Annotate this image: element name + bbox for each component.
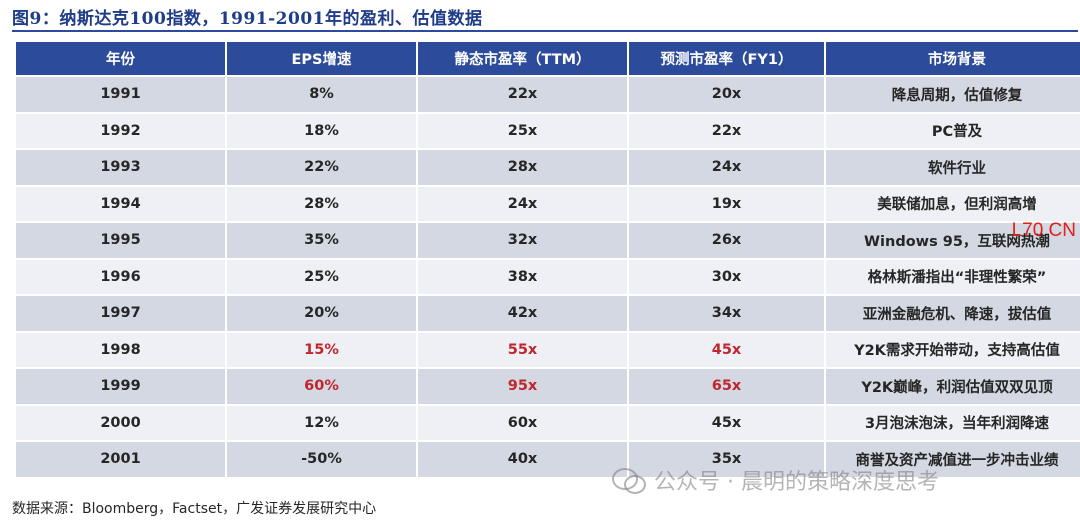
cell-background: 3月泡沫泡沫，当年利润降速 <box>826 405 1080 440</box>
cell-fy1: 34x <box>629 296 824 331</box>
cell-eps: 20% <box>227 296 416 331</box>
cell-fy1: 19x <box>629 186 824 221</box>
cell-fy1: 20x <box>629 77 824 112</box>
ticker-overlay: L70 CN <box>1011 220 1076 241</box>
title-divider <box>12 30 1078 32</box>
cell-year: 1992 <box>16 113 225 148</box>
cell-eps: 28% <box>227 186 416 221</box>
cell-ttm: 32x <box>418 223 627 258</box>
cell-fy1: 26x <box>629 223 824 258</box>
cell-eps: 35% <box>227 223 416 258</box>
cell-fy1: 24x <box>629 150 824 185</box>
table-row: 1999 60% 95x 65x Y2K巅峰，利润估值双双见顶 <box>16 369 1080 404</box>
cell-ttm-highlight: 95x <box>418 369 627 404</box>
cell-fy1-highlight: 65x <box>629 369 824 404</box>
cell-background: 降息周期，估值修复 <box>826 77 1080 112</box>
cell-ttm: 40x <box>418 442 627 477</box>
cell-fy1: 45x <box>629 405 824 440</box>
cell-fy1: 30x <box>629 259 824 294</box>
cell-fy1-highlight: 45x <box>629 332 824 367</box>
cell-year: 1993 <box>16 150 225 185</box>
cell-background: 商誉及资产减值进一步冲击业绩 <box>826 442 1080 477</box>
cell-ttm: 25x <box>418 113 627 148</box>
table-row: 1991 8% 22x 20x 降息周期，估值修复 <box>16 77 1080 112</box>
cell-background: Y2K需求开始带动，支持高估值 <box>826 332 1080 367</box>
cell-year: 1998 <box>16 332 225 367</box>
header-year: 年份 <box>16 42 225 75</box>
cell-year: 1996 <box>16 259 225 294</box>
cell-ttm: 28x <box>418 150 627 185</box>
watermark: 公众号 · 晨明的策略深度思考 <box>612 464 939 496</box>
data-table: 年份 EPS增速 静态市盈率（TTM） 预测市盈率（FY1） 市场背景 1991… <box>14 40 1080 479</box>
cell-eps-highlight: 15% <box>227 332 416 367</box>
cell-background: 美联储加息，但利润高增 <box>826 186 1080 221</box>
cell-background: 格林斯潘指出“非理性繁荣” <box>826 259 1080 294</box>
source-label: 数据来源： <box>12 501 82 517</box>
cell-background: PC普及 <box>826 113 1080 148</box>
cell-year: 2000 <box>16 405 225 440</box>
watermark-text: 公众号 · 晨明的策略深度思考 <box>654 470 939 495</box>
figure-title: 图9：纳斯达克100指数，1991-2001年的盈利、估值数据 <box>12 9 483 29</box>
cell-background: Windows 95，互联网热潮 <box>826 223 1080 258</box>
cell-eps: 25% <box>227 259 416 294</box>
table-row: 2000 12% 60x 45x 3月泡沫泡沫，当年利润降速 <box>16 405 1080 440</box>
header-eps-growth: EPS增速 <box>227 42 416 75</box>
cell-ttm-highlight: 55x <box>418 332 627 367</box>
cell-eps: 18% <box>227 113 416 148</box>
table-row: 1994 28% 24x 19x 美联储加息，但利润高增 <box>16 186 1080 221</box>
table-row: 1997 20% 42x 34x 亚洲金融危机、降速，拔估值 <box>16 296 1080 331</box>
wechat-icon <box>612 466 646 494</box>
cell-background: 亚洲金融危机、降速，拔估值 <box>826 296 1080 331</box>
cell-year: 1995 <box>16 223 225 258</box>
source-text: Bloomberg，Factset，广发证券发展研究中心 <box>82 501 377 517</box>
table-row: 2001 -50% 40x 35x 商誉及资产减值进一步冲击业绩 <box>16 442 1080 477</box>
cell-year: 1999 <box>16 369 225 404</box>
cell-ttm: 42x <box>418 296 627 331</box>
cell-year: 1997 <box>16 296 225 331</box>
header-pe-ttm: 静态市盈率（TTM） <box>418 42 627 75</box>
table-row: 1998 15% 55x 45x Y2K需求开始带动，支持高估值 <box>16 332 1080 367</box>
cell-year: 1991 <box>16 77 225 112</box>
cell-eps: 22% <box>227 150 416 185</box>
cell-ttm: 38x <box>418 259 627 294</box>
cell-background: 软件行业 <box>826 150 1080 185</box>
source-note: 数据来源：Bloomberg，Factset，广发证券发展研究中心 <box>12 498 376 518</box>
cell-year: 1994 <box>16 186 225 221</box>
header-market-background: 市场背景 <box>826 42 1080 75</box>
cell-fy1: 35x <box>629 442 824 477</box>
cell-eps-highlight: 60% <box>227 369 416 404</box>
table-row: 1995 35% 32x 26x Windows 95，互联网热潮 <box>16 223 1080 258</box>
cell-year: 2001 <box>16 442 225 477</box>
header-pe-fy1: 预测市盈率（FY1） <box>629 42 824 75</box>
cell-ttm: 22x <box>418 77 627 112</box>
cell-ttm: 24x <box>418 186 627 221</box>
table-row: 1992 18% 25x 22x PC普及 <box>16 113 1080 148</box>
cell-eps: -50% <box>227 442 416 477</box>
cell-ttm: 60x <box>418 405 627 440</box>
table-row: 1996 25% 38x 30x 格林斯潘指出“非理性繁荣” <box>16 259 1080 294</box>
header-row: 年份 EPS增速 静态市盈率（TTM） 预测市盈率（FY1） 市场背景 <box>16 42 1080 75</box>
cell-fy1: 22x <box>629 113 824 148</box>
cell-eps: 12% <box>227 405 416 440</box>
cell-background: Y2K巅峰，利润估值双双见顶 <box>826 369 1080 404</box>
cell-eps: 8% <box>227 77 416 112</box>
table-row: 1993 22% 28x 24x 软件行业 <box>16 150 1080 185</box>
